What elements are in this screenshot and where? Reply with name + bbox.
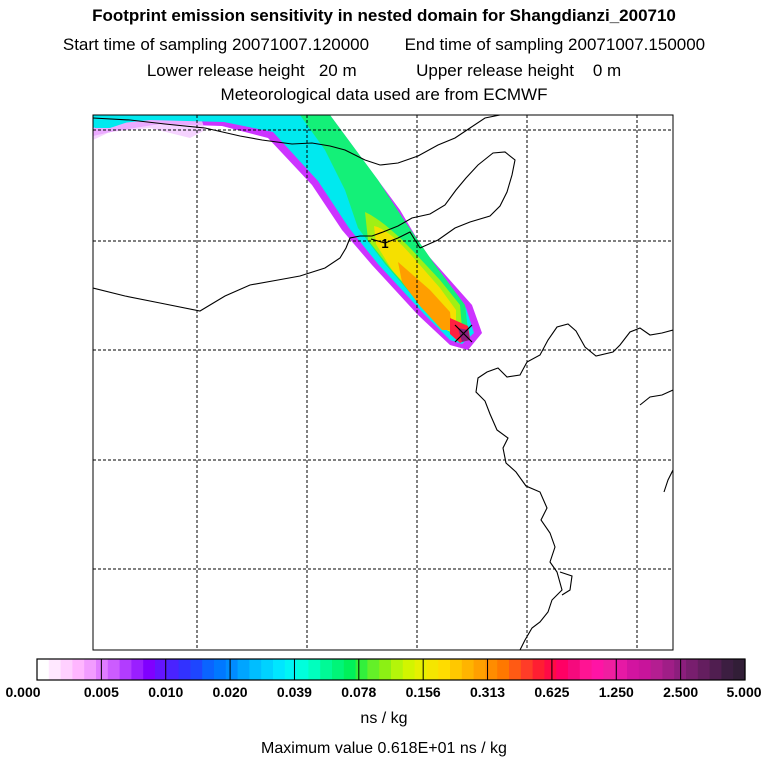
colorbar-cell <box>461 659 475 680</box>
colorbar-cell <box>532 659 545 680</box>
colorbar-cells <box>37 659 746 680</box>
plume-orange <box>398 262 452 330</box>
colorbar-cell <box>249 659 262 680</box>
colorbar-cell <box>438 659 451 680</box>
colorbar-cell <box>721 659 734 680</box>
colorbar-cell <box>379 659 392 680</box>
colorbar-cell <box>650 659 663 680</box>
colorbar-cell <box>273 659 286 680</box>
release-height-line: Lower release height 20 m Upper release … <box>0 61 768 81</box>
start-time-label: Start time of sampling <box>62 35 228 54</box>
colorbar-cell <box>96 659 109 680</box>
met-data-note: Meteorological data used are from ECMWF <box>220 85 548 104</box>
colorbar-tick-label: 5.000 <box>726 684 762 700</box>
colorbar-tick-label: 1.250 <box>598 684 634 700</box>
colorbar-cell <box>107 659 121 680</box>
footprint-plume <box>93 115 482 350</box>
colorbar-cell <box>332 659 345 680</box>
colorbar-tick-label: 0.000 <box>5 684 41 700</box>
colorbar-cell <box>166 659 180 680</box>
upper-release-label: Upper release height <box>416 61 574 80</box>
colorbar-cell <box>296 659 309 680</box>
plot-title: Footprint emission sensitivity in nested… <box>92 6 676 25</box>
colorbar-tick-label: 0.078 <box>341 684 377 700</box>
colorbar-unit: ns / kg <box>360 710 408 727</box>
colorbar-cell <box>155 659 168 680</box>
colorbar-cell <box>638 659 652 680</box>
colorbar-cell <box>485 659 498 680</box>
colorbar-cell <box>520 659 534 680</box>
start-time-value: 20071007.120000 <box>232 35 370 54</box>
colorbar-cell <box>367 659 380 680</box>
colorbar-cell <box>190 659 203 680</box>
lower-release-label: Lower release height <box>146 61 305 80</box>
colorbar-cell <box>391 659 404 680</box>
colorbar-cell <box>37 659 50 680</box>
colorbar-cell <box>603 659 616 680</box>
colorbar-cell <box>72 659 85 680</box>
colorbar-tick-label: 0.156 <box>405 684 441 700</box>
colorbar-cell <box>48 659 62 680</box>
graticule <box>93 115 673 650</box>
colorbar-cell <box>261 659 274 680</box>
colorbar-cell <box>225 659 239 680</box>
colorbar-cell <box>686 659 699 680</box>
colorbar-separators <box>100 659 682 680</box>
colorbar-cell <box>556 659 569 680</box>
colorbar-cell <box>84 659 97 680</box>
colorbar-cell <box>202 659 215 680</box>
colorbar-cell <box>308 659 321 680</box>
colorbar-tick-label: 2.500 <box>663 684 699 700</box>
map-frame <box>92 114 674 651</box>
receptor-marker: 1 <box>381 236 473 343</box>
colorbar-cell <box>60 659 73 680</box>
colorbar-cell <box>450 659 463 680</box>
colorbar-cell <box>473 659 486 680</box>
colorbar-frame <box>36 658 746 681</box>
colorbar-tick-label: 0.020 <box>212 684 248 700</box>
colorbar-cell <box>426 659 439 680</box>
colorbar-cell <box>131 659 144 680</box>
colorbar-cell <box>402 659 416 680</box>
colorbar-cell <box>662 659 675 680</box>
map-contents: 1 <box>93 115 673 650</box>
colorbar-cell <box>237 659 250 680</box>
colorbar-cell <box>343 659 357 680</box>
end-time-label: End time of sampling <box>404 35 564 54</box>
receptor-label: 1 <box>381 236 388 251</box>
coastlines <box>93 115 673 650</box>
colorbar-cell <box>591 659 604 680</box>
colorbar-cell <box>414 659 427 680</box>
max-value-text: Maximum value 0.618E+01 ns / kg <box>261 740 507 757</box>
colorbar-cell <box>119 659 132 680</box>
colorbar-cell <box>355 659 368 680</box>
colorbar-cell <box>509 659 522 680</box>
colorbar-cell <box>143 659 156 680</box>
colorbar-tick-label: 0.625 <box>534 684 570 700</box>
colorbar-cell <box>320 659 333 680</box>
colorbar-tick-label: 0.010 <box>148 684 184 700</box>
lower-release-value: 20 m <box>318 61 357 80</box>
colorbar-cell <box>568 659 581 680</box>
colorbar-tick-label: 0.313 <box>470 684 506 700</box>
sampling-time-line: Start time of sampling 20071007.120000 E… <box>0 35 768 55</box>
colorbar-cell <box>544 659 557 680</box>
colorbar-cell <box>627 659 640 680</box>
upper-release-value: 0 m <box>592 61 622 80</box>
colorbar-cell <box>733 659 746 680</box>
colorbar-cell <box>497 659 510 680</box>
colorbar-cell <box>615 659 628 680</box>
colorbar-cell <box>697 659 711 680</box>
colorbar-cell <box>178 659 191 680</box>
colorbar-cell <box>709 659 722 680</box>
colorbar-tick-label: 0.039 <box>276 684 312 700</box>
end-time-value: 20071007.150000 <box>568 35 706 54</box>
colorbar-cell <box>579 659 593 680</box>
colorbar-cell <box>214 659 227 680</box>
colorbar-cell <box>284 659 298 680</box>
colorbar-tick-label: 0.005 <box>83 684 119 700</box>
